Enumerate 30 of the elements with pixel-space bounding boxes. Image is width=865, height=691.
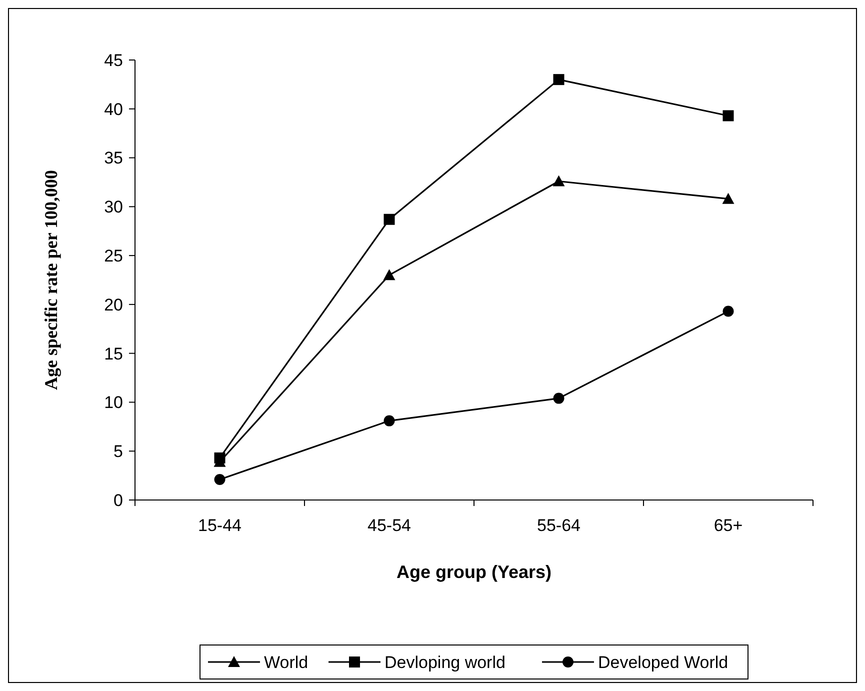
- y-tick-label: 35: [104, 148, 123, 168]
- y-tick-label: 40: [104, 100, 123, 119]
- y-tick-label: 45: [104, 50, 123, 70]
- point: [552, 175, 565, 186]
- point: [722, 192, 734, 204]
- x-tick-label: 55-64: [537, 516, 580, 535]
- y-tick-label: 5: [114, 442, 123, 462]
- point: [722, 306, 734, 317]
- x-tick-label: 15-44: [198, 516, 242, 535]
- legend-label: Devloping world: [384, 652, 506, 672]
- point: [383, 269, 396, 280]
- x-tick-label: 45-54: [368, 516, 411, 535]
- point: [384, 415, 395, 426]
- point: [722, 110, 734, 122]
- point: [553, 392, 564, 404]
- x-axis-title: Age group (Years): [396, 562, 552, 582]
- y-tick-label: 25: [104, 246, 123, 266]
- legend-label: Developed World: [598, 652, 728, 672]
- point: [553, 74, 564, 86]
- y-tick-label: 30: [104, 198, 123, 217]
- y-axis-title: Age specific rate per 100,000: [41, 170, 61, 390]
- point: [214, 452, 226, 464]
- y-tick-label: 0: [114, 490, 123, 510]
- point: [214, 474, 226, 485]
- x-tick-label: 65+: [714, 516, 743, 535]
- y-tick-label: 20: [104, 295, 123, 314]
- y-tick-label: 15: [104, 344, 123, 364]
- point: [384, 214, 395, 225]
- legend-label: World: [264, 652, 308, 672]
- y-tick-label: 10: [104, 393, 123, 412]
